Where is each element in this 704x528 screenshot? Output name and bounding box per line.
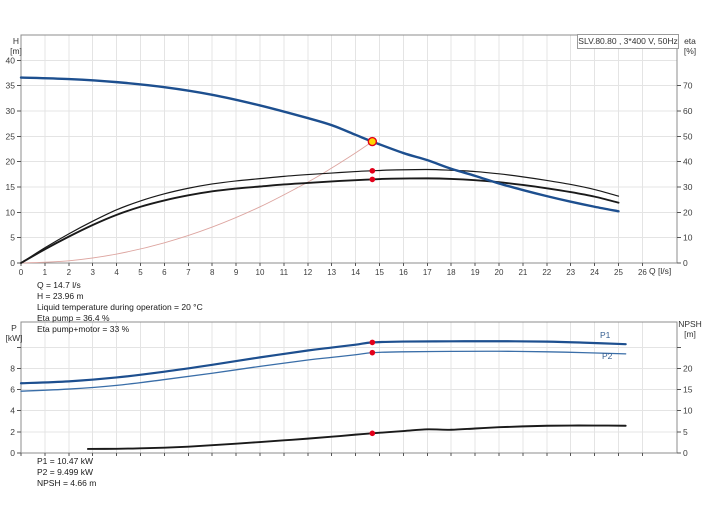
- power-npsh-chart-yright-tick-label: 10: [683, 406, 693, 416]
- hq-chart-yleft-tick-label: 20: [6, 157, 16, 167]
- p1-curve: [19, 340, 627, 385]
- npsh-curve: [86, 424, 627, 450]
- info-liquid-temperature: Liquid temperature during operation = 20…: [37, 302, 203, 312]
- npsh-axis-title-line1: NPSH: [678, 319, 702, 329]
- power-npsh-chart-yleft-tick-label: 2: [10, 427, 15, 437]
- hq-chart-x-tick-label: 19: [471, 268, 480, 277]
- power-npsh-chart-plot-border: [20, 321, 678, 454]
- hq-chart-yleft-tick-label: 30: [6, 106, 16, 116]
- hq-chart-x-tick-label: 11: [280, 268, 289, 277]
- hq-chart-yright-tick-label: 30: [683, 182, 693, 192]
- eta-pump-motor-point: [369, 176, 376, 183]
- pump-curve: [19, 76, 620, 213]
- hq-chart-x-tick-label: 20: [495, 268, 504, 277]
- hq-chart-yright-tick-label: 0: [683, 258, 688, 268]
- pump-title-box: SLV.80.80 , 3*400 V, 50Hz: [577, 34, 679, 49]
- hq-chart-yright-tick-label: 70: [683, 81, 693, 91]
- power-npsh-info: P1 = 10.47 kW P2 = 9.499 kW NPSH = 4.66 …: [37, 456, 96, 489]
- hq-chart-x-tick-label: 7: [186, 268, 191, 277]
- hq-chart-x-tick-label: 2: [67, 268, 72, 277]
- power-npsh-chart-yleft-tick-label: 4: [10, 406, 15, 416]
- hq-chart-yright-tick-label: 60: [683, 106, 693, 116]
- eta-axis-title: eta [%]: [679, 36, 701, 56]
- power-npsh-chart-yleft-tick-label: 8: [10, 363, 15, 373]
- hq-chart-x-tick-label: 14: [351, 268, 360, 277]
- hq-chart-yright-tick-label: 10: [683, 233, 693, 243]
- hq-chart-x-tick-label: 24: [590, 268, 599, 277]
- hq-chart-yright-tick-label: 20: [683, 207, 693, 217]
- hq-chart-x-tick-label: 25: [614, 268, 623, 277]
- duty-point: [367, 136, 378, 147]
- hq-chart-x-tick-label: 13: [327, 268, 336, 277]
- hq-chart-yleft-tick-label: 25: [6, 131, 16, 141]
- info-npsh: NPSH = 4.66 m: [37, 478, 97, 488]
- hq-chart-x-tick-label: 17: [423, 268, 432, 277]
- eta-pump-curve: [20, 168, 620, 264]
- eta-pump-motor-curve: [20, 177, 620, 264]
- h-axis-title-line1: H: [12, 36, 20, 46]
- hq-chart-x-tick-label: 8: [210, 268, 215, 277]
- hq-chart-x-tick-label: 6: [162, 268, 167, 277]
- hq-chart-x-tick-label: 22: [542, 268, 551, 277]
- hq-chart-x-tick-label: 0: [19, 268, 24, 277]
- hq-chart-x-tick-label: 5: [138, 268, 143, 277]
- hq-chart-plot-border: [20, 34, 678, 264]
- p2-point: [369, 349, 376, 356]
- info-eta-pump: Eta pump = 36.4 %: [37, 313, 110, 323]
- hq-chart-x-tick-label: 21: [518, 268, 527, 277]
- eta-axis-title-line2: [%]: [683, 46, 697, 56]
- hq-chart-yright-tick-label: 40: [683, 157, 693, 167]
- p-axis-title-line2: [kW]: [5, 333, 23, 343]
- hq-chart-x-tick-label: 16: [399, 268, 408, 277]
- p1-series-label: P1: [600, 330, 611, 340]
- hq-chart-yleft-tick-label: 0: [10, 258, 15, 268]
- hq-chart-yleft-tick-label: 40: [6, 55, 16, 65]
- system-curve: [20, 141, 373, 264]
- duty-point-info: Q = 14.7 l/s H = 23.96 m Liquid temperat…: [37, 280, 203, 335]
- p2-curve: [20, 350, 627, 392]
- hq-chart-yleft-tick-label: 5: [10, 233, 15, 243]
- npsh-axis-title: NPSH [m]: [676, 319, 704, 339]
- hq-chart-x-tick-label: 4: [114, 268, 119, 277]
- p2-series-label: P2: [602, 351, 613, 361]
- npsh-point: [369, 430, 376, 437]
- info-eta-pump-motor: Eta pump+motor = 33 %: [37, 324, 130, 334]
- info-h: H = 23.96 m: [37, 291, 84, 301]
- hq-chart-x-tick-label: 23: [566, 268, 575, 277]
- power-npsh-chart-yright-tick-label: 20: [683, 363, 693, 373]
- hq-chart-yleft-tick-label: 35: [6, 81, 16, 91]
- power-npsh-chart-yright-tick-label: 5: [683, 427, 688, 437]
- hq-chart-x-tick-label: 1: [43, 268, 48, 277]
- p-axis-title-line1: P: [11, 323, 17, 333]
- hq-chart-x-tick-label: 26: [638, 268, 647, 277]
- hq-chart-x-tick-label: 18: [447, 268, 456, 277]
- power-npsh-chart-yright-tick-label: 15: [683, 385, 693, 395]
- p-axis-title: P [kW]: [2, 323, 26, 343]
- hq-chart-yleft-tick-label: 15: [6, 182, 16, 192]
- hq-chart-x-tick-label: 10: [256, 268, 265, 277]
- p1-point: [369, 339, 376, 346]
- power-npsh-chart-yright-tick-label: 0: [683, 448, 688, 458]
- q-axis-title: Q [l/s]: [649, 266, 672, 276]
- npsh-axis-title-line2: [m]: [684, 329, 696, 339]
- hq-chart-x-tick-label: 9: [234, 268, 239, 277]
- info-p1: P1 = 10.47 kW: [37, 456, 93, 466]
- eta-pump-point: [369, 167, 376, 174]
- h-axis-title-line2: [m]: [10, 46, 22, 56]
- hq-chart-x-tick-label: 3: [90, 268, 95, 277]
- power-npsh-chart-yleft-tick-label: 0: [10, 448, 15, 458]
- power-npsh-chart-yleft-tick-label: 6: [10, 385, 15, 395]
- hq-chart-x-tick-label: 12: [303, 268, 312, 277]
- hq-chart-x-tick-label: 15: [375, 268, 384, 277]
- info-q: Q = 14.7 l/s: [37, 280, 81, 290]
- hq-chart-yright-tick-label: 50: [683, 131, 693, 141]
- info-p2: P2 = 9.499 kW: [37, 467, 93, 477]
- hq-chart-yleft-tick-label: 10: [6, 207, 16, 217]
- h-axis-title: H [m]: [6, 36, 26, 56]
- eta-axis-title-line1: eta: [684, 36, 696, 46]
